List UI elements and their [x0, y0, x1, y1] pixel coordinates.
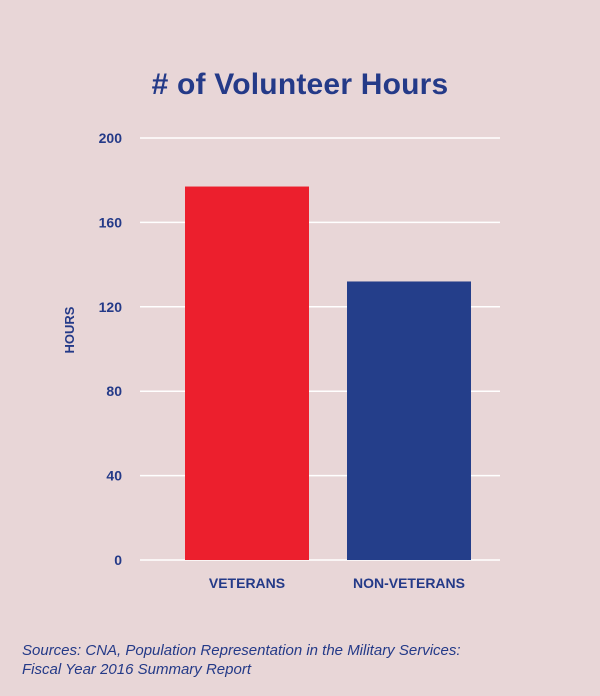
- y-tick-label: 40: [106, 468, 122, 484]
- y-tick-label: 0: [114, 552, 122, 568]
- y-tick-label: 120: [99, 299, 123, 315]
- source-line-2: Fiscal Year 2016 Summary Report: [22, 661, 251, 678]
- y-axis-label: HOURS: [62, 306, 77, 353]
- chart-title: # of Volunteer Hours: [151, 68, 449, 101]
- x-tick-labels: VETERANS NON-VETERANS: [209, 575, 465, 591]
- bar-veterans: [185, 186, 309, 560]
- x-tick-label: NON-VETERANS: [353, 575, 465, 591]
- x-tick-label: VETERANS: [209, 575, 285, 591]
- y-tick-label: 80: [106, 383, 122, 399]
- bar-non-veterans: [347, 281, 471, 560]
- y-tick-labels: 0 40 80 120 160 200: [99, 130, 123, 568]
- y-tick-label: 160: [99, 214, 123, 230]
- source-note: Sources: CNA, Population Representation …: [22, 641, 582, 679]
- bars: [185, 186, 471, 560]
- source-line-1: Sources: CNA, Population Representation …: [22, 642, 461, 659]
- y-tick-label: 200: [99, 130, 123, 146]
